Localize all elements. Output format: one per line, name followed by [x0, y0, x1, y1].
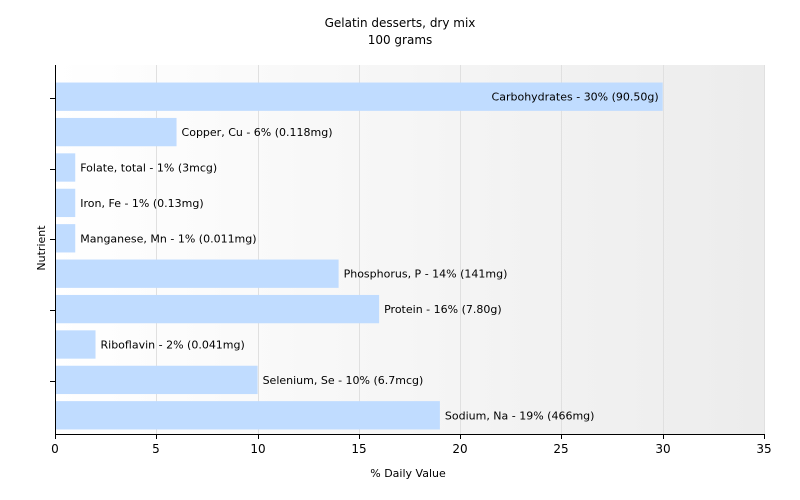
- x-tick-label: 0: [51, 442, 59, 456]
- bar-label: Riboflavin - 2% (0.041mg): [101, 339, 245, 352]
- x-tick-label: 25: [553, 442, 568, 456]
- x-tick-label: 15: [351, 442, 366, 456]
- bar-label: Selenium, Se - 10% (6.7mcg): [263, 374, 424, 387]
- x-tick-label: 35: [756, 442, 771, 456]
- chart-subtitle: 100 grams: [368, 33, 433, 47]
- x-tick-label: 20: [452, 442, 467, 456]
- chart-title: Gelatin desserts, dry mix: [325, 16, 476, 30]
- bar: [55, 153, 76, 182]
- bar: [55, 117, 177, 147]
- bar: [55, 82, 663, 111]
- bar-label: Phosphorus, P - 14% (141mg): [344, 268, 508, 281]
- bar: [55, 294, 380, 324]
- bars: Carbohydrates - 30% (90.50g) Copper, Cu -…: [55, 82, 663, 430]
- bar-label: Manganese, Mn - 1% (0.011mg): [80, 232, 256, 245]
- bar: [55, 365, 258, 395]
- x-axis-label: % Daily Value: [370, 467, 446, 480]
- bar: [55, 224, 76, 253]
- bar: [55, 401, 440, 430]
- bar-label: Sodium, Na - 19% (466mg): [445, 409, 595, 422]
- bar-label: Carbohydrates - 30% (90.50g): [492, 91, 659, 104]
- bar: [55, 259, 339, 288]
- axes: 0 5 10 15 20 25 30 35: [50, 65, 772, 456]
- bar: [55, 330, 96, 359]
- bar-label: Iron, Fe - 1% (0.13mg): [80, 197, 203, 210]
- x-tick-label: 10: [250, 442, 265, 456]
- x-tick-label: 5: [152, 442, 160, 456]
- y-axis-label: Nutrient: [35, 225, 48, 271]
- bar: [55, 188, 76, 218]
- x-tick-label: 30: [655, 442, 670, 456]
- bar-label: Protein - 16% (7.80g): [384, 303, 502, 316]
- bar-label: Copper, Cu - 6% (0.118mg): [182, 126, 333, 139]
- bar-label: Folate, total - 1% (3mcg): [80, 162, 217, 175]
